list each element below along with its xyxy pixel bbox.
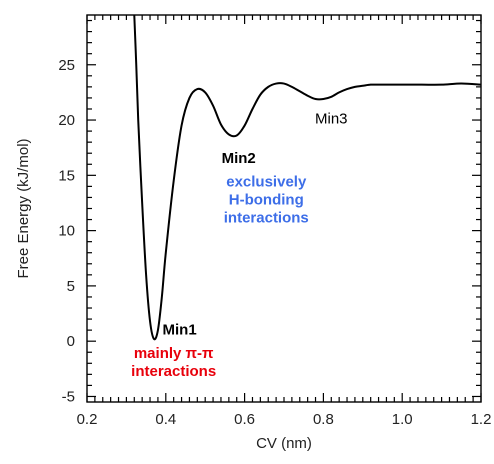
y-tick-label: 15	[58, 167, 75, 184]
annotation-line: interactions	[131, 363, 216, 380]
annotation-4: Min3	[315, 110, 348, 127]
x-tick-label: 1.0	[392, 411, 413, 428]
y-tick-label: 5	[67, 278, 75, 295]
y-tick-label: 20	[58, 112, 75, 129]
annotation-line: Min2	[222, 150, 256, 167]
x-axis-label: CV (nm)	[256, 435, 312, 452]
y-tick-label: 10	[58, 223, 75, 240]
annotation-2: Min2	[222, 150, 256, 167]
free-energy-curve	[133, 14, 482, 341]
annotation-line: exclusively	[226, 173, 307, 190]
y-tick-label: -5	[62, 388, 75, 405]
annotation-line: Min1	[163, 322, 197, 339]
annotation-1: mainly π-π interactions	[131, 345, 216, 380]
annotation-0: Min1	[163, 322, 197, 339]
y-tick-label: 25	[58, 57, 75, 74]
annotation-line: interactions	[224, 209, 309, 226]
x-tick-label: 0.8	[313, 411, 334, 428]
x-tick-label: 0.2	[77, 411, 98, 428]
x-tick-label: 1.2	[471, 411, 492, 428]
annotation-line: mainly π-π	[134, 345, 214, 362]
y-tick-label: 0	[67, 333, 75, 350]
y-axis-label: Free Energy (kJ/mol)	[15, 138, 32, 278]
annotation-line: H-bonding	[229, 191, 304, 208]
x-tick-label: 0.4	[155, 411, 176, 428]
x-tick-label: 0.6	[234, 411, 255, 428]
annotation-3: exclusively H-bonding interactions	[224, 173, 309, 226]
annotation-line: Min3	[315, 110, 348, 127]
